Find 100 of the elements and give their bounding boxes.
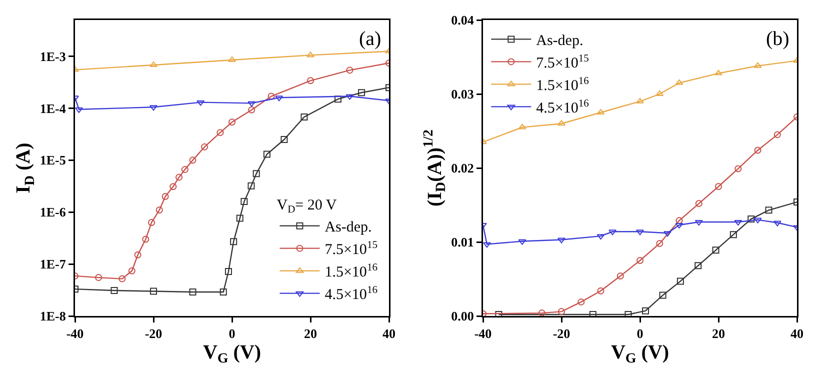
point — [196, 100, 205, 106]
point — [754, 146, 762, 154]
point — [240, 198, 248, 206]
point — [754, 218, 762, 224]
point — [773, 220, 782, 226]
x-tick-label: 0 — [228, 326, 236, 342]
point — [518, 124, 526, 130]
point — [307, 77, 314, 84]
point — [659, 292, 666, 299]
x-tick-label: 0 — [636, 326, 644, 342]
point — [280, 136, 288, 144]
x-axis-title: V$_{G}$ (V) — [202, 341, 262, 367]
point — [578, 298, 585, 306]
point — [675, 79, 684, 85]
point — [694, 262, 702, 270]
point — [596, 234, 605, 240]
point — [110, 286, 118, 294]
point — [189, 288, 196, 296]
x-tick-label: -40 — [66, 326, 84, 342]
x-tick-label: -20 — [552, 326, 570, 342]
point — [306, 52, 314, 58]
point — [148, 219, 156, 226]
point — [774, 131, 781, 138]
point — [642, 307, 649, 314]
point — [734, 220, 742, 226]
x-tick-label: -40 — [474, 326, 492, 342]
point — [715, 183, 722, 190]
point — [748, 216, 755, 223]
y-tick-label: 0.00 — [451, 308, 474, 324]
point — [734, 165, 742, 172]
point — [230, 238, 238, 246]
point — [656, 240, 664, 247]
point — [201, 143, 208, 150]
legend-label: 1.5×10$^{16}$ — [324, 262, 378, 281]
point — [346, 94, 354, 100]
point — [664, 231, 672, 237]
y-tick-label: 0.04 — [451, 12, 474, 28]
point — [558, 308, 565, 316]
point — [189, 156, 196, 164]
point — [714, 70, 722, 76]
point — [275, 96, 284, 102]
y-tick-label: 1E-3 — [40, 48, 66, 64]
x-tick-label: -20 — [144, 326, 162, 342]
point — [150, 105, 158, 111]
point — [156, 206, 163, 214]
point — [616, 272, 624, 280]
point — [263, 150, 270, 158]
x-tick-label: 40 — [382, 326, 396, 342]
point — [676, 278, 684, 285]
point — [636, 230, 644, 236]
point — [95, 274, 102, 282]
point — [248, 182, 255, 190]
point — [128, 267, 136, 274]
point — [636, 98, 644, 104]
point — [558, 238, 566, 244]
point — [558, 120, 566, 126]
x-tick-label: 40 — [790, 326, 804, 342]
point — [134, 251, 142, 258]
point — [224, 268, 232, 275]
point — [228, 56, 236, 62]
point — [248, 101, 256, 107]
x-tick-label: 20 — [304, 326, 317, 342]
annotation: (b) — [766, 28, 790, 50]
legend-label: 4.5×10$^{16}$ — [536, 98, 589, 117]
point — [518, 239, 526, 245]
point — [358, 89, 366, 96]
point — [162, 192, 169, 200]
point — [150, 288, 157, 295]
y-tick-label: 1E-6 — [40, 204, 66, 220]
legend-label: 4.5×10$^{16}$ — [324, 284, 378, 304]
y-tick-label: 0.03 — [451, 86, 474, 102]
x-tick-label: 20 — [712, 326, 725, 342]
point — [236, 214, 244, 222]
legend-label: 1.5×10$^{16}$ — [536, 76, 589, 94]
point — [712, 246, 720, 254]
point — [483, 242, 491, 248]
y-tick-label: 1E-7 — [40, 256, 66, 272]
y-tick-label: 1E-8 — [40, 308, 66, 324]
point — [694, 220, 703, 226]
point — [176, 174, 183, 181]
legend-label: 7.5×10$^{15}$ — [324, 240, 378, 258]
point — [75, 107, 83, 113]
y-tick-label: 1E-5 — [40, 152, 66, 168]
point — [538, 310, 546, 316]
point — [170, 183, 177, 190]
point — [765, 206, 772, 214]
point — [248, 106, 256, 114]
point — [334, 96, 342, 103]
point — [754, 62, 762, 68]
point — [346, 66, 354, 74]
point — [608, 230, 616, 236]
point — [252, 170, 260, 178]
point — [695, 200, 702, 208]
point — [675, 222, 684, 228]
y-tick-label: 0.01 — [451, 234, 474, 250]
point — [300, 113, 308, 120]
x-axis-title: V$_{G}$ (V) — [610, 341, 670, 367]
annotation: (a) — [359, 28, 382, 50]
legend-title: V$_{D}$= 20 V — [276, 198, 337, 216]
point — [118, 275, 126, 282]
